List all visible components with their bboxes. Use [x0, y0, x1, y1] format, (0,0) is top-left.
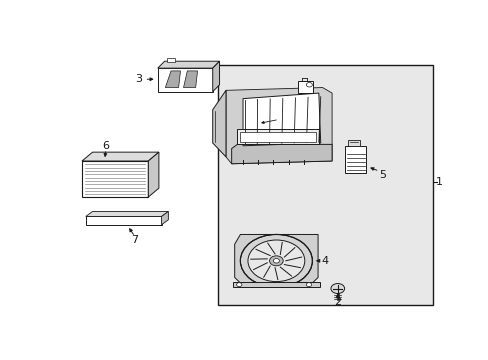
Bar: [297, 81, 312, 93]
Bar: [218, 66, 432, 305]
Bar: [85, 216, 161, 225]
Polygon shape: [231, 144, 331, 164]
Circle shape: [305, 82, 312, 87]
Circle shape: [269, 256, 283, 266]
Text: 2: 2: [333, 297, 341, 307]
Polygon shape: [165, 71, 180, 87]
Text: 3: 3: [135, 74, 142, 84]
Polygon shape: [82, 152, 159, 161]
Circle shape: [247, 240, 304, 282]
Polygon shape: [161, 211, 168, 225]
Bar: [167, 58, 175, 62]
Bar: [237, 129, 318, 144]
Circle shape: [330, 284, 344, 293]
Text: 6: 6: [102, 141, 109, 151]
Polygon shape: [212, 90, 225, 157]
Circle shape: [305, 283, 311, 287]
Bar: [232, 282, 319, 287]
Bar: [240, 132, 315, 141]
Text: 4: 4: [320, 256, 327, 266]
Bar: [345, 146, 366, 174]
Circle shape: [273, 258, 279, 263]
Polygon shape: [148, 152, 159, 197]
Polygon shape: [183, 71, 197, 87]
Circle shape: [240, 234, 312, 287]
Bar: [82, 161, 148, 197]
Text: 1: 1: [435, 177, 442, 187]
Text: 5: 5: [378, 170, 385, 180]
Text: 7: 7: [131, 235, 138, 245]
Polygon shape: [85, 211, 168, 216]
Circle shape: [236, 283, 242, 287]
Bar: [158, 68, 212, 92]
Bar: [347, 140, 359, 146]
Polygon shape: [158, 61, 219, 68]
Polygon shape: [225, 87, 331, 164]
Polygon shape: [212, 61, 219, 92]
Polygon shape: [243, 93, 320, 146]
Polygon shape: [234, 234, 317, 283]
